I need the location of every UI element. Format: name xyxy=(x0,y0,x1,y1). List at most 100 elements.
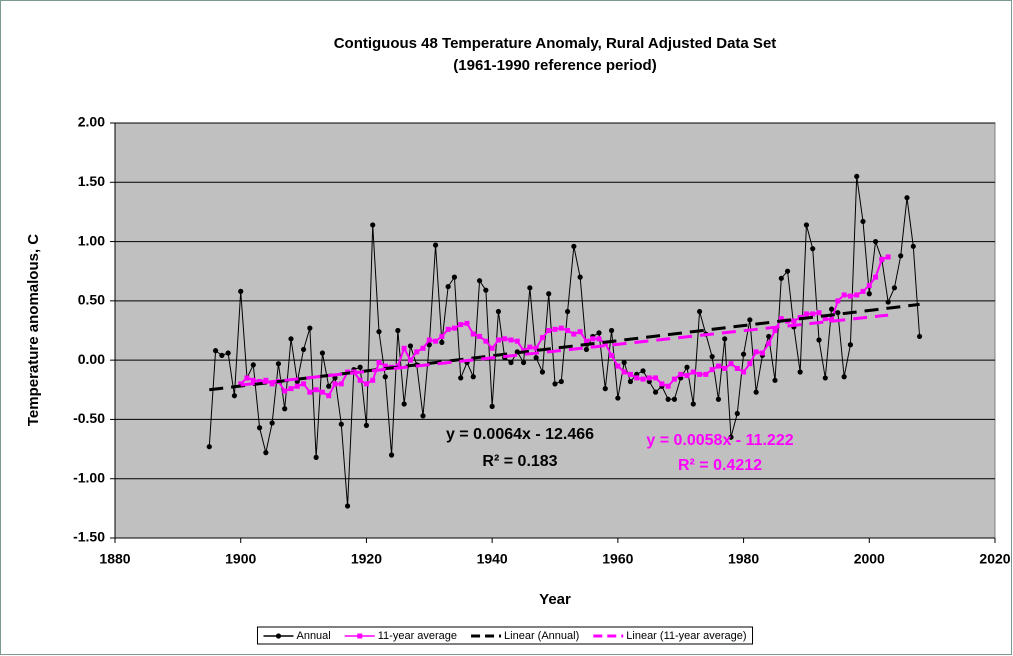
data-point xyxy=(904,195,910,201)
data-point xyxy=(577,274,583,280)
data-point xyxy=(565,328,571,333)
data-point xyxy=(420,345,426,351)
annotation: y = 0.0064x - 12.466 xyxy=(446,426,594,443)
data-point xyxy=(363,422,370,428)
data-point xyxy=(835,298,841,304)
data-point xyxy=(476,278,483,284)
data-point xyxy=(627,371,633,377)
data-point xyxy=(433,338,439,344)
data-point xyxy=(407,357,413,363)
data-point xyxy=(539,335,545,341)
data-point xyxy=(338,421,344,427)
data-point xyxy=(470,374,476,380)
data-point xyxy=(508,359,514,366)
data-point xyxy=(282,406,288,412)
x-tick-label: 1900 xyxy=(225,551,256,567)
data-point xyxy=(571,331,577,337)
data-point xyxy=(841,374,847,380)
data-point xyxy=(231,393,238,399)
data-point xyxy=(313,454,319,460)
data-point xyxy=(784,268,791,274)
data-point xyxy=(414,349,420,355)
data-point xyxy=(665,396,671,402)
data-point xyxy=(439,339,445,345)
data-point xyxy=(885,299,891,305)
data-point xyxy=(728,361,734,367)
data-point xyxy=(426,342,432,348)
data-point xyxy=(514,338,520,344)
data-point xyxy=(791,318,797,324)
data-point xyxy=(583,346,590,353)
data-point xyxy=(439,333,445,339)
legend-marker xyxy=(357,633,363,639)
data-point xyxy=(621,369,627,375)
data-point xyxy=(596,336,602,342)
data-point xyxy=(326,383,332,389)
x-tick-label: 1980 xyxy=(728,551,759,567)
y-tick-label: 1.00 xyxy=(78,232,105,248)
data-point xyxy=(301,381,307,387)
data-point xyxy=(451,274,458,280)
data-point xyxy=(722,365,728,371)
data-point xyxy=(646,375,652,381)
data-point xyxy=(225,350,231,356)
data-point xyxy=(816,310,822,316)
data-point xyxy=(684,364,690,370)
data-point xyxy=(219,352,225,358)
data-point xyxy=(678,371,684,377)
data-point xyxy=(910,243,916,249)
data-point xyxy=(640,376,646,382)
data-point xyxy=(596,330,602,336)
x-tick-label: 2000 xyxy=(854,551,885,567)
data-point xyxy=(212,348,219,354)
data-point xyxy=(690,401,696,407)
data-point xyxy=(546,328,552,333)
data-point xyxy=(847,342,854,348)
data-point xyxy=(288,336,294,342)
data-point xyxy=(489,345,495,351)
data-point xyxy=(275,361,282,367)
legend-label: Linear (Annual) xyxy=(504,630,579,642)
data-point xyxy=(363,381,369,387)
data-point xyxy=(445,284,451,290)
data-point xyxy=(269,420,275,426)
data-point xyxy=(772,377,778,383)
data-point xyxy=(407,343,414,349)
data-point xyxy=(696,308,703,315)
data-point xyxy=(652,389,659,395)
data-point xyxy=(558,325,564,331)
data-point xyxy=(822,316,828,322)
data-point xyxy=(445,326,451,332)
data-point xyxy=(326,393,332,399)
data-point xyxy=(609,352,615,358)
y-tick-label: -1.50 xyxy=(73,529,105,545)
data-point xyxy=(778,316,784,322)
data-point xyxy=(866,282,872,288)
data-point xyxy=(709,367,715,373)
data-point xyxy=(697,371,703,377)
data-point xyxy=(300,346,307,353)
data-point xyxy=(741,369,747,375)
chart-subtitle: (1961-1990 reference period) xyxy=(453,57,656,74)
data-point xyxy=(734,365,740,371)
data-point xyxy=(477,333,483,339)
data-point xyxy=(250,362,256,368)
data-point xyxy=(313,387,319,393)
data-point xyxy=(263,450,269,456)
data-point xyxy=(502,336,508,342)
data-point xyxy=(640,368,646,374)
data-point xyxy=(898,253,904,259)
data-point xyxy=(810,311,816,317)
data-point xyxy=(728,434,734,440)
x-tick-label: 1880 xyxy=(99,551,130,567)
data-point xyxy=(376,329,382,335)
data-point xyxy=(602,386,608,392)
data-point xyxy=(822,375,828,381)
data-point xyxy=(344,503,351,509)
data-point xyxy=(527,285,533,291)
data-point xyxy=(370,377,376,383)
data-point xyxy=(703,371,709,377)
data-point xyxy=(916,333,923,340)
data-point xyxy=(426,337,432,343)
